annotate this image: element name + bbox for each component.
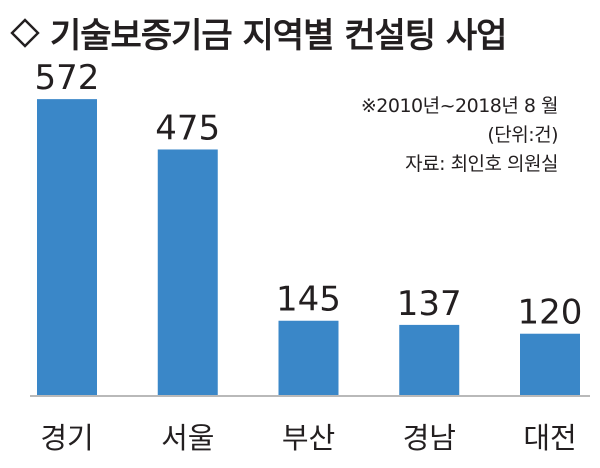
source-note: 자료: 최인호 의원실 — [405, 153, 558, 175]
bar-1 — [157, 149, 218, 396]
value-label-1: 475 — [155, 108, 220, 148]
title-row: 기술보증기금 지역별 컨설팅 사업 — [10, 8, 507, 57]
category-label-4: 대전 — [523, 421, 576, 455]
category-label-0: 경기 — [40, 421, 93, 455]
diamond-outline-icon — [10, 17, 40, 48]
bar-0 — [37, 99, 97, 396]
value-label-0: 572 — [35, 58, 100, 98]
value-label-3: 137 — [397, 284, 462, 324]
chart-title: 기술보증기금 지역별 컨설팅 사업 — [50, 16, 507, 56]
category-labels-group: 경기 서울 부산 경남 대전 — [40, 421, 576, 455]
period-note: ※2010년~2018년 8 월 — [360, 95, 559, 117]
bars-group — [37, 99, 580, 396]
category-label-1: 서울 — [161, 421, 214, 455]
bar-3 — [399, 324, 460, 396]
bar-2 — [278, 320, 339, 396]
category-label-2: 부산 — [282, 421, 335, 455]
bar-4 — [520, 333, 580, 396]
value-label-4: 120 — [518, 293, 583, 333]
value-labels-group: 572 475 145 137 120 — [35, 58, 583, 333]
category-label-3: 경남 — [403, 421, 456, 455]
value-label-2: 145 — [276, 280, 341, 320]
unit-note: (단위:건) — [487, 124, 558, 146]
chart-notes: ※2010년~2018년 8 월 (단위:건) 자료: 최인호 의원실 — [360, 92, 559, 179]
